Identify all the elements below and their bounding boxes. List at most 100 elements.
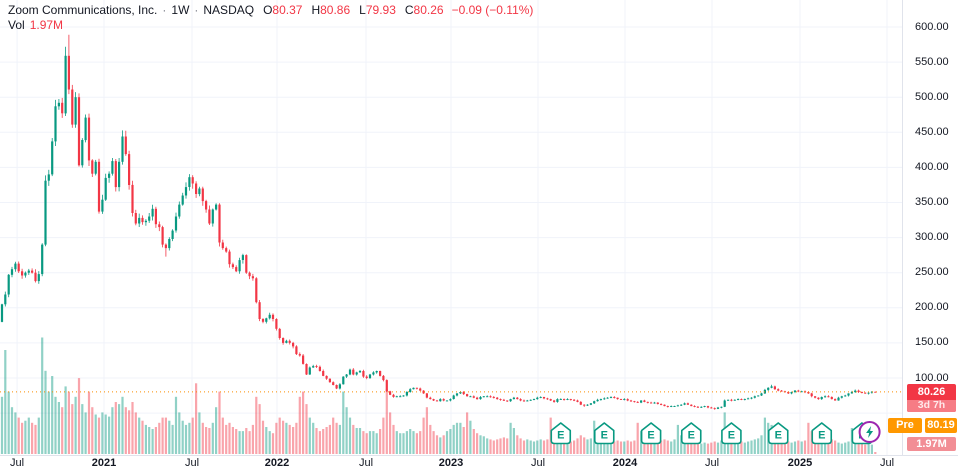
candle-body bbox=[124, 136, 127, 155]
candle-body bbox=[706, 406, 710, 408]
candle-body bbox=[97, 161, 101, 212]
volume-bar bbox=[870, 444, 873, 454]
candle-body bbox=[161, 227, 164, 245]
candle-body bbox=[325, 375, 328, 379]
volume-bar bbox=[737, 442, 740, 454]
volume-bar bbox=[787, 441, 790, 454]
volume-bar bbox=[780, 441, 783, 454]
volume-bar bbox=[670, 441, 673, 454]
candle-body bbox=[860, 392, 863, 393]
earnings-marker[interactable]: E bbox=[811, 422, 833, 445]
volume-bar bbox=[67, 391, 70, 454]
time-axis-label: Jul bbox=[10, 457, 25, 469]
volume-bar bbox=[452, 424, 455, 454]
candle-body bbox=[399, 396, 402, 398]
close-value: 80.26 bbox=[413, 3, 444, 17]
volume-bar bbox=[148, 427, 151, 454]
volume-label[interactable]: Vol bbox=[8, 18, 25, 32]
volume-bar bbox=[716, 442, 720, 454]
premarket-price-badge: 80.19 bbox=[925, 418, 957, 433]
volume-bar bbox=[409, 429, 412, 454]
candle-body bbox=[302, 355, 305, 364]
candle-body bbox=[840, 396, 843, 398]
price-chart-pane[interactable]: EEEEEEEE bbox=[0, 0, 902, 455]
candle-body bbox=[409, 389, 412, 392]
candle-body bbox=[532, 399, 536, 400]
candle-body bbox=[666, 406, 669, 407]
volume-bar bbox=[184, 424, 188, 454]
candle-body bbox=[733, 399, 736, 401]
price-axis-label: 250.00 bbox=[915, 266, 949, 279]
candle-body bbox=[519, 399, 522, 401]
volume-bar bbox=[857, 442, 860, 454]
volume-bar bbox=[399, 433, 402, 454]
candle-body bbox=[767, 387, 770, 390]
volume-bar bbox=[94, 414, 97, 454]
candle-body bbox=[84, 117, 87, 141]
candle-body bbox=[479, 397, 482, 400]
last-price-badge: 80.26 3d 7h bbox=[907, 384, 956, 412]
volume-bar bbox=[382, 417, 385, 454]
earnings-marker[interactable]: E bbox=[593, 422, 615, 445]
upcoming-earnings-ring[interactable] bbox=[858, 421, 881, 443]
volume-bar bbox=[121, 396, 124, 454]
candle-body bbox=[335, 385, 338, 389]
interval-value[interactable]: 1W bbox=[171, 3, 190, 17]
volume-bar bbox=[292, 427, 295, 454]
candle-body bbox=[168, 239, 171, 249]
volume-bar bbox=[74, 396, 77, 454]
candle-body bbox=[583, 404, 586, 406]
candle-body bbox=[47, 174, 50, 181]
volume-bar bbox=[251, 424, 254, 454]
volume-bar bbox=[834, 440, 837, 454]
earnings-marker[interactable]: E bbox=[721, 422, 742, 445]
volume-bar bbox=[703, 442, 706, 454]
separator-dot: · bbox=[194, 3, 199, 17]
symbol-title[interactable]: Zoom Communications, Inc. bbox=[8, 3, 158, 17]
candle-body bbox=[141, 217, 144, 223]
volume-bar bbox=[362, 431, 365, 454]
earnings-marker[interactable]: E bbox=[767, 422, 789, 445]
candle-body bbox=[412, 387, 415, 390]
volume-bar bbox=[733, 441, 736, 454]
candle-body bbox=[629, 400, 633, 402]
candle-body bbox=[171, 230, 174, 239]
volume-bar bbox=[747, 441, 750, 454]
volume-bar bbox=[462, 427, 465, 454]
candle-body bbox=[596, 399, 599, 402]
volume-bar bbox=[0, 396, 4, 454]
volume-bar bbox=[656, 441, 659, 454]
premarket-label-badge: Pre bbox=[888, 418, 922, 433]
volume-bar bbox=[650, 442, 653, 454]
volume-bar bbox=[519, 438, 522, 454]
candle-body bbox=[683, 403, 686, 405]
candle-body bbox=[305, 364, 308, 375]
candle-body bbox=[67, 55, 70, 90]
volume-bar bbox=[864, 444, 867, 454]
volume-bar bbox=[188, 422, 191, 454]
volume-bar bbox=[228, 422, 231, 454]
price-axis-label: 500.00 bbox=[915, 90, 949, 103]
candle-body bbox=[566, 399, 569, 400]
volume-bar bbox=[278, 417, 281, 454]
volume-bar bbox=[706, 443, 710, 454]
volume-bar bbox=[532, 441, 536, 454]
candle-body bbox=[599, 399, 602, 400]
volume-bar bbox=[295, 422, 298, 454]
candle-body bbox=[77, 97, 81, 166]
earnings-marker[interactable]: E bbox=[680, 422, 702, 445]
volume-bar bbox=[573, 440, 576, 454]
volume-bar bbox=[713, 441, 716, 454]
earnings-marker[interactable]: E bbox=[550, 422, 572, 445]
time-axis-label: Jul bbox=[879, 457, 895, 469]
candle-body bbox=[131, 184, 134, 213]
price-axis-label: 600.00 bbox=[915, 20, 949, 33]
volume-bar bbox=[128, 410, 131, 454]
volume-bar bbox=[111, 407, 114, 454]
price-axis-label: 200.00 bbox=[915, 301, 949, 314]
time-axis[interactable]: Jul 2021 Jul 2022 Jul 2023 Jul 2024 Jul 2025 Jul bbox=[0, 455, 958, 470]
volume-bar bbox=[539, 439, 542, 454]
candle-body bbox=[563, 399, 566, 400]
earnings-marker[interactable]: E bbox=[640, 422, 662, 445]
candle-body bbox=[797, 390, 800, 392]
